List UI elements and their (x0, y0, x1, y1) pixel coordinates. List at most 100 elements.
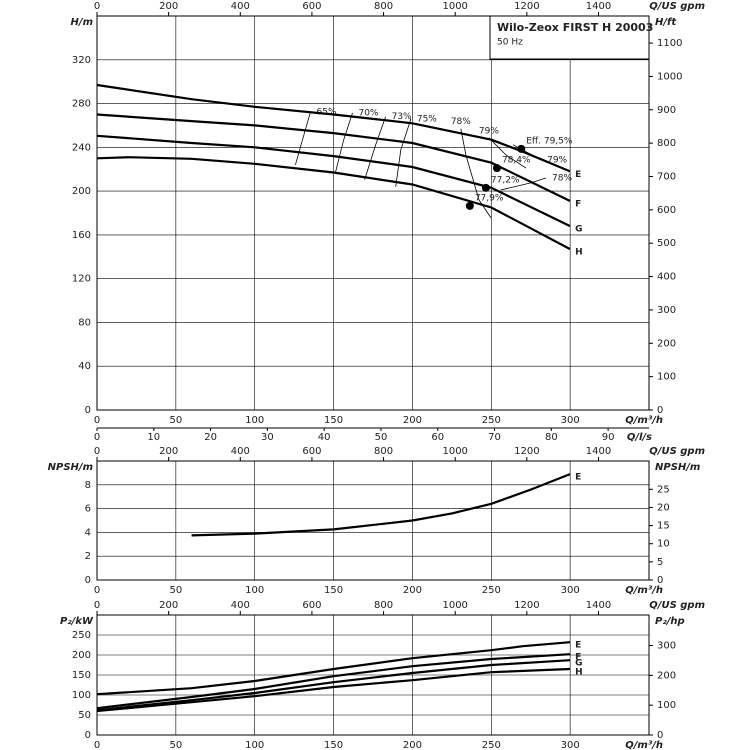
y2-tick-label: 20 (657, 502, 670, 513)
x-tick-label: 50 (169, 415, 182, 426)
x3-tick-label: 10 (147, 432, 160, 443)
bep-point (492, 164, 501, 173)
curve (96, 156, 571, 251)
x2-tick-label: 400 (231, 1, 250, 12)
curve-label: E (575, 170, 581, 180)
x2-axis-label: Q/US gpm (649, 446, 705, 457)
x2-tick-label: 1400 (586, 600, 611, 611)
y2-tick-label: 100 (657, 700, 676, 711)
curve-label: E (575, 473, 581, 483)
bep-label: 77,9% (475, 193, 504, 203)
efficiency-label: 75% (417, 114, 437, 124)
x-tick-label: 150 (324, 415, 343, 426)
curve (96, 653, 571, 710)
x2-tick-label: 400 (231, 600, 250, 611)
x-tick-label: 0 (94, 740, 100, 750)
x3-tick-label: 90 (602, 432, 615, 443)
curve (96, 641, 571, 696)
efficiency-line (295, 111, 311, 165)
y2-axis-label: H/ft (655, 17, 677, 28)
efficiency-line (335, 112, 353, 172)
x3-tick-label: 30 (261, 432, 274, 443)
y-tick-label: 200 (72, 186, 91, 197)
x2-tick-label: 800 (374, 600, 393, 611)
x-tick-label: 150 (324, 585, 343, 596)
efficiency-line (395, 118, 412, 187)
efficiency-line (460, 128, 492, 219)
efficiency-label: 73% (392, 112, 412, 122)
y2-tick-label: 800 (657, 138, 676, 149)
y-tick-label: 100 (72, 690, 91, 701)
y-tick-label: 8 (85, 480, 91, 491)
x-axis-label: Q/m³/h (625, 740, 663, 750)
x-tick-label: 250 (482, 740, 501, 750)
x-tick-label: 300 (561, 585, 580, 596)
x-tick-label: 250 (482, 415, 501, 426)
efficiency-label: 65% (317, 107, 337, 117)
y2-tick-label: 0 (657, 575, 663, 586)
x-axis-label: Q/m³/h (625, 585, 663, 596)
y2-axis-label: NPSH/m (655, 462, 700, 473)
y2-tick-label: 5 (657, 557, 663, 568)
curve (96, 134, 571, 228)
curve-label: E (575, 641, 581, 651)
efficiency-label: 79% (547, 155, 567, 165)
x-tick-label: 100 (245, 740, 264, 750)
y2-tick-label: 15 (657, 521, 670, 532)
x2-axis-label: Q/US gpm (649, 1, 705, 12)
x2-tick-label: 200 (159, 446, 178, 457)
curve (96, 659, 571, 712)
x2-tick-label: 1400 (586, 1, 611, 12)
y2-tick-label: 0 (657, 730, 663, 741)
curve-label: F (575, 653, 581, 663)
y2-axis-label: P₂/hp (655, 616, 685, 627)
x2-tick-label: 600 (302, 1, 321, 12)
title-box (489, 15, 650, 60)
bep-point (481, 183, 490, 192)
y-tick-label: 240 (72, 142, 91, 153)
x2-tick-label: 200 (159, 600, 178, 611)
y-axis-label: NPSH/m (48, 462, 93, 473)
x2-tick-label: 0 (94, 446, 100, 457)
x2-tick-label: 600 (302, 600, 321, 611)
x-tick-label: 50 (169, 585, 182, 596)
y-tick-label: 2 (85, 551, 91, 562)
y-tick-label: 0 (85, 405, 91, 416)
y-tick-label: 6 (85, 504, 91, 515)
x3-tick-label: 80 (545, 432, 558, 443)
x2-tick-label: 0 (94, 1, 100, 12)
x3-tick-label: 50 (375, 432, 388, 443)
x2-tick-label: 1200 (514, 600, 539, 611)
curve-label: H (575, 248, 583, 258)
x2-tick-label: 800 (374, 1, 393, 12)
y-tick-label: 50 (78, 710, 91, 721)
bep-point (465, 201, 474, 210)
y-tick-label: 0 (85, 730, 91, 741)
y2-tick-label: 600 (657, 205, 676, 216)
x2-tick-label: 1000 (442, 600, 467, 611)
curve (96, 667, 571, 713)
efficiency-line (488, 137, 527, 169)
curve-label: F (575, 199, 581, 209)
x-tick-label: 50 (169, 740, 182, 750)
y2-tick-label: 25 (657, 484, 670, 495)
x2-tick-label: 0 (94, 600, 100, 611)
bep-label: 78,4% (502, 156, 531, 166)
y-tick-label: 280 (72, 99, 91, 110)
x-tick-label: 100 (245, 415, 264, 426)
curve (191, 473, 571, 537)
y-tick-label: 150 (72, 670, 91, 681)
x-tick-label: 200 (403, 585, 422, 596)
y2-tick-label: 1000 (657, 71, 682, 82)
x3-tick-label: 40 (318, 432, 331, 443)
x2-tick-label: 1000 (442, 446, 467, 457)
curve-label: G (575, 659, 582, 669)
x-tick-label: 0 (94, 415, 100, 426)
y-tick-label: 4 (85, 527, 91, 538)
bep-label: Eff. 79,5% (526, 136, 573, 146)
efficiency-label: 79% (479, 126, 499, 136)
bep-label: 77,2% (491, 175, 520, 185)
x2-tick-label: 1200 (514, 1, 539, 12)
